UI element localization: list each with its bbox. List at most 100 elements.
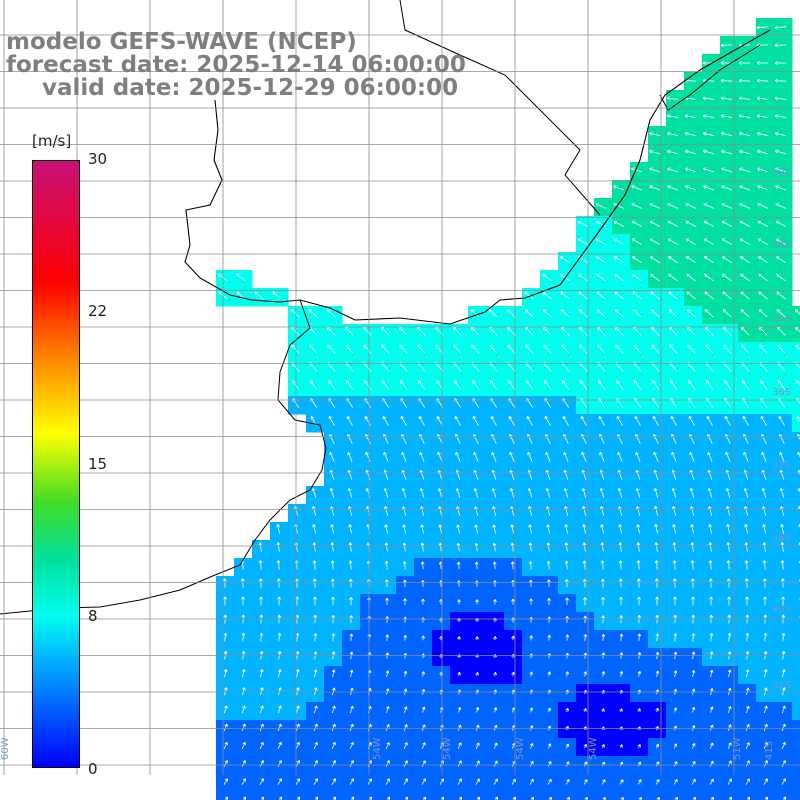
- wind-arrow: [384, 560, 389, 570]
- wind-speed-cell: [792, 522, 800, 541]
- wind-arrow: [781, 760, 786, 767]
- wind-arrow: [704, 291, 714, 300]
- wind-arrow: [542, 291, 552, 300]
- wind-arrow: [511, 671, 515, 677]
- wind-arrow: [763, 723, 768, 732]
- wind-arrow: [709, 596, 713, 606]
- wind-arrow: [456, 561, 461, 570]
- wind-arrow: [347, 451, 353, 462]
- wind-arrow: [757, 256, 768, 264]
- wind-arrow: [687, 344, 696, 354]
- wind-arrow: [420, 542, 425, 552]
- wind-arrow: [690, 505, 695, 516]
- wind-arrow: [278, 687, 282, 696]
- wind-arrow: [649, 185, 661, 191]
- wind-arrow: [781, 741, 786, 750]
- wind-arrow: [348, 578, 353, 588]
- wind-arrow: [564, 506, 569, 516]
- wind-speed-cell: [576, 792, 595, 800]
- wind-arrow: [709, 669, 714, 678]
- wind-arrow: [455, 451, 461, 462]
- wind-arrow: [385, 760, 390, 767]
- wind-arrow: [491, 451, 497, 462]
- wind-arrow: [277, 778, 282, 785]
- wind-arrow: [685, 185, 697, 191]
- wind-arrow: [744, 542, 749, 552]
- wind-arrow: [403, 742, 408, 749]
- wind-arrow: [672, 560, 677, 570]
- wind-arrow: [759, 380, 768, 390]
- wind-speed-cell: [792, 360, 800, 379]
- wind-speed-cell: [792, 486, 800, 505]
- wind-arrow: [757, 238, 768, 245]
- wind-arrow: [795, 344, 800, 351]
- wind-arrow: [672, 542, 677, 552]
- wind-arrow: [600, 542, 605, 552]
- wind-arrow: [619, 779, 624, 785]
- wind-arrow: [655, 761, 660, 767]
- wind-arrow: [402, 579, 407, 588]
- wind-arrow: [493, 778, 498, 785]
- wind-speed-cell: [792, 792, 800, 800]
- wind-arrow: [652, 415, 659, 426]
- wind-arrow: [385, 742, 390, 750]
- wind-arrow: [669, 344, 678, 354]
- wind-arrow: [565, 634, 570, 641]
- wind-speed-cell: [540, 792, 559, 800]
- wind-arrow: [457, 706, 462, 713]
- wind-arrow: [763, 778, 768, 785]
- wind-arrow: [691, 633, 696, 642]
- wind-arrow: [490, 380, 498, 390]
- wind-arrow: [577, 238, 588, 245]
- wind-arrow: [774, 78, 787, 83]
- wind-arrow: [329, 487, 335, 498]
- wind-arrow: [601, 761, 606, 767]
- wind-arrow: [385, 597, 389, 606]
- wind-arrow: [224, 687, 228, 696]
- wind-arrow: [417, 326, 426, 336]
- wind-arrow: [761, 451, 767, 462]
- wind-arrow: [631, 202, 643, 209]
- longitude-label: 41S: [764, 741, 775, 760]
- wind-arrow: [708, 578, 713, 588]
- wind-arrow: [780, 560, 785, 570]
- wind-arrow: [328, 380, 336, 390]
- wind-arrow: [599, 451, 605, 462]
- wind-arrow: [703, 185, 715, 191]
- latitude-label: 37S: [772, 460, 791, 471]
- colorbar-tick: 22: [88, 302, 108, 320]
- wind-arrow: [649, 167, 661, 173]
- wind-arrow: [649, 149, 661, 155]
- wind-arrow: [313, 596, 317, 606]
- wind-arrow: [757, 185, 769, 191]
- wind-arrow: [650, 309, 660, 318]
- wind-arrow: [666, 131, 679, 137]
- wind-arrow: [583, 615, 588, 624]
- wind-arrow: [472, 380, 480, 390]
- wind-arrow: [738, 78, 751, 83]
- wind-arrow: [601, 744, 605, 749]
- wind-arrow: [759, 344, 768, 354]
- wind-arrow: [745, 742, 750, 749]
- wind-arrow: [331, 687, 336, 696]
- wind-arrow: [417, 344, 426, 354]
- wind-arrow: [703, 202, 715, 209]
- wind-arrow: [457, 599, 461, 605]
- wind-speed-cell: [792, 450, 800, 469]
- wind-arrow: [614, 273, 624, 282]
- southeast-coast: [659, 44, 761, 111]
- wind-arrow: [259, 669, 264, 678]
- wind-arrow: [691, 706, 696, 713]
- wind-arrow: [668, 273, 678, 282]
- wind-arrow: [346, 380, 354, 390]
- wind-arrow: [686, 309, 696, 318]
- wind-arrow: [741, 326, 750, 336]
- wind-arrow: [708, 505, 713, 516]
- wind-arrow: [635, 451, 641, 462]
- wind-arrow: [633, 344, 642, 354]
- wind-arrow: [330, 542, 335, 552]
- wind-arrow: [579, 344, 588, 354]
- wind-arrow: [775, 202, 787, 209]
- wind-arrow: [756, 61, 769, 65]
- wind-arrow: [776, 291, 786, 300]
